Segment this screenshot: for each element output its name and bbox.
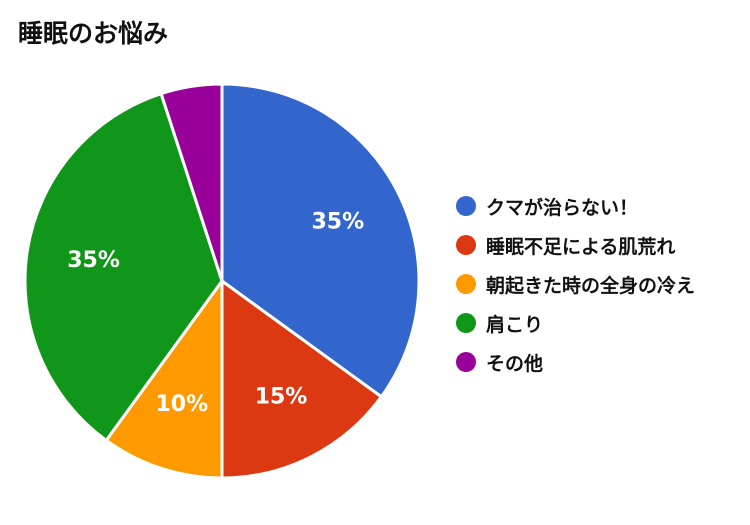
chart-legend: クマが治らない！ 睡眠不足による肌荒れ 朝起きた時の全身の冷え 肩こりその他 — [456, 194, 695, 389]
slice-label-1: 15% — [255, 384, 308, 409]
legend-swatch-icon — [456, 313, 476, 333]
legend-label: 肩こり — [486, 313, 544, 336]
legend-swatch-icon — [456, 196, 476, 216]
legend-item-2: 朝起きた時の全身の冷え — [456, 272, 696, 297]
slice-label-2: 10% — [155, 392, 208, 417]
chart-title: 睡眠のお悩み — [18, 19, 169, 48]
legend-swatch-icon — [456, 235, 476, 255]
legend-item-4: その他 — [456, 350, 695, 375]
legend-label: 朝起きた時の全身の冷え — [486, 274, 696, 297]
pie-slice-0 — [220, 82, 421, 399]
legend-swatch-icon — [456, 352, 476, 372]
legend-label: 睡眠不足による肌荒れ — [486, 235, 676, 258]
slice-label-0: 35% — [312, 209, 365, 234]
pie-slice-1 — [220, 279, 383, 480]
slice-label-3: 35% — [67, 248, 120, 273]
pie-slice-4 — [159, 82, 224, 283]
pie-slice-3 — [23, 92, 224, 442]
legend-label: クマが治らない！ — [486, 196, 639, 219]
pie-slice-2 — [104, 279, 224, 480]
legend-item-3: 肩こり — [456, 311, 695, 336]
legend-item-1: 睡眠不足による肌荒れ — [456, 233, 695, 258]
legend-swatch-icon — [456, 274, 476, 294]
legend-item-0: クマが治らない！ — [456, 194, 695, 219]
legend-label: その他 — [486, 352, 544, 375]
